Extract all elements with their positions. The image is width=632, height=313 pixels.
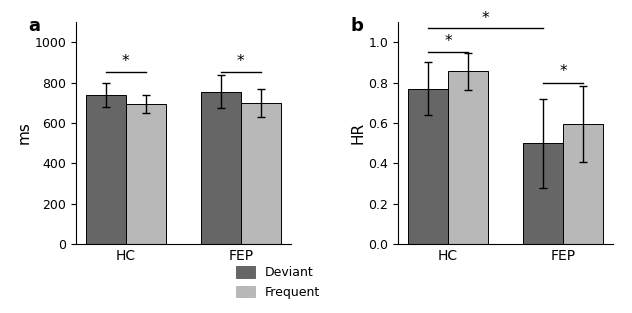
Bar	[408, 89, 448, 244]
Text: b: b	[351, 18, 364, 35]
Bar	[523, 143, 563, 244]
Y-axis label: ms: ms	[16, 121, 32, 145]
Bar	[126, 104, 166, 244]
Text: *: *	[444, 33, 452, 49]
Bar	[85, 95, 126, 244]
Text: a: a	[28, 18, 40, 35]
Text: *: *	[559, 64, 567, 79]
Text: *: *	[122, 54, 130, 69]
Bar	[563, 124, 604, 244]
Legend: Deviant, Frequent: Deviant, Frequent	[231, 261, 325, 304]
Bar	[200, 92, 241, 244]
Bar	[241, 103, 281, 244]
Text: *: *	[237, 54, 245, 69]
Y-axis label: HR: HR	[351, 122, 366, 144]
Text: *: *	[482, 11, 489, 26]
Bar	[448, 71, 489, 244]
